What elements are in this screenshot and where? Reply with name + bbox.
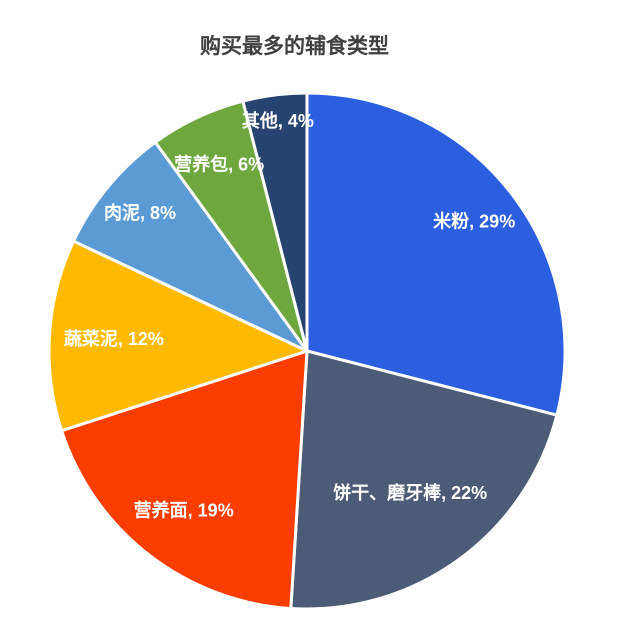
pie-slice-label-4: 肉泥, 8% — [104, 202, 176, 223]
pie-slice-label-0: 米粉, 29% — [433, 211, 515, 232]
pie-slice-0 — [305, 91, 567, 417]
pie-slice-4 — [72, 140, 309, 353]
pie-slice-1 — [289, 349, 559, 611]
pie-slice-6 — [241, 91, 309, 353]
pie-slice-2 — [60, 349, 309, 610]
pie-slice-label-3: 蔬菜泥, 12% — [64, 328, 164, 349]
chart-title: 购买最多的辅食类型 — [200, 35, 389, 58]
pie-slice-label-1: 饼干、磨牙棒, 22% — [333, 482, 487, 503]
pie-slice-label-6: 其他, 4% — [242, 110, 314, 131]
pie-slice-label-2: 营养面, 19% — [134, 499, 234, 520]
pie-slice-label-5: 营养包, 6% — [174, 154, 264, 175]
pie-slice-3 — [47, 239, 309, 433]
